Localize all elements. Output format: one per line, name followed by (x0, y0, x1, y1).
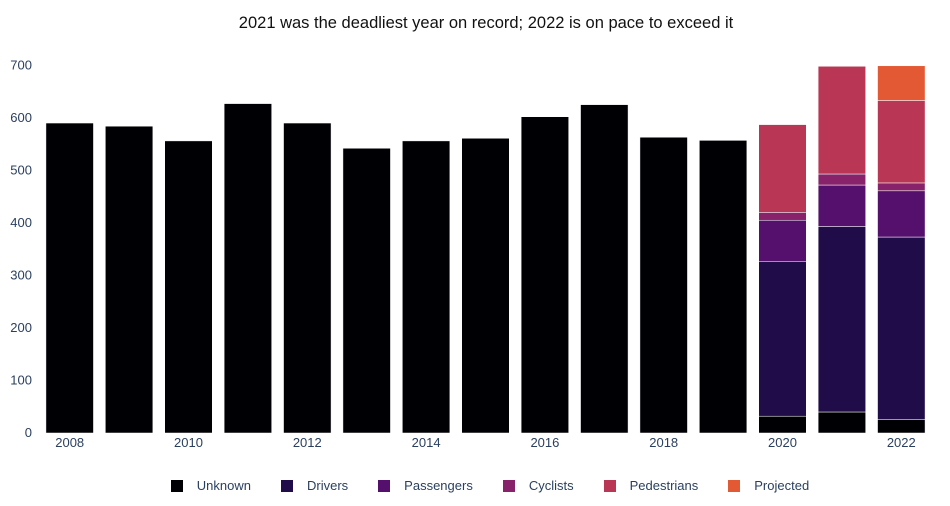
legend-label: Unknown (196, 478, 251, 493)
y-tick-label: 0 (25, 425, 32, 440)
bar-passengers-2021 (817, 184, 866, 227)
x-tick-label: 2010 (174, 435, 203, 450)
bar-unknown-2012 (283, 122, 332, 434)
x-tick-label: 2020 (768, 435, 797, 450)
legend-swatch (728, 479, 741, 492)
legend-label: Passengers (404, 478, 473, 493)
bar-unknown-2021 (817, 411, 866, 434)
bar-unknown-2018 (639, 136, 688, 434)
y-tick-label: 700 (10, 57, 32, 72)
bar-pedestrians-2020 (758, 124, 807, 213)
x-axis: 2008 2010 2012 2014 2016 2018 2020 2022 (55, 435, 916, 450)
bar-passengers-2020 (758, 219, 807, 262)
legend-swatch (170, 479, 183, 492)
y-tick-label: 400 (10, 215, 32, 230)
bar-passengers-2022 (877, 190, 926, 238)
bar-unknown-2016 (520, 116, 569, 434)
bar-cyclists-2022 (877, 182, 926, 192)
bar-unknown-2008 (45, 122, 94, 434)
x-tick-label: 2014 (412, 435, 441, 450)
bar-drivers-2021 (817, 226, 866, 413)
legend-item-passengers[interactable]: Passengers (378, 478, 473, 493)
legend-swatch (603, 479, 616, 492)
bar-unknown-2010 (164, 140, 213, 434)
legend-label: Drivers (307, 478, 349, 493)
bar-unknown-2019 (699, 140, 748, 434)
y-tick-label: 300 (10, 267, 32, 282)
legend-item-unknown[interactable]: Unknown (170, 478, 251, 493)
legend-swatch (502, 479, 515, 492)
bar-drivers-2022 (877, 236, 926, 420)
y-tick-label: 200 (10, 320, 32, 335)
x-tick-label: 2012 (293, 435, 322, 450)
legend: Unknown Drivers Passengers Cyclists Pedestri… (0, 478, 950, 493)
y-tick-label: 500 (10, 162, 32, 177)
bar-unknown-2011 (223, 103, 272, 434)
bar-unknown-2014 (402, 140, 451, 434)
bar-cyclists-2021 (817, 173, 866, 186)
legend-item-drivers[interactable]: Drivers (281, 478, 348, 493)
x-tick-label: 2022 (887, 435, 916, 450)
legend-item-pedestrians[interactable]: Pedestrians (603, 478, 699, 493)
bar-projected-2022 (877, 65, 926, 101)
bar-pedestrians-2022 (877, 100, 926, 184)
bar-unknown-2020 (758, 415, 807, 434)
bar-unknown-2015 (461, 138, 510, 434)
bar-unknown-2017 (580, 104, 629, 434)
y-tick-label: 100 (10, 372, 32, 387)
bar-cyclists-2020 (758, 212, 807, 221)
legend-label: Projected (754, 478, 810, 493)
x-tick-label: 2018 (649, 435, 678, 450)
bar-unknown-2022 (877, 419, 926, 434)
legend-item-cyclists[interactable]: Cyclists (502, 478, 574, 493)
chart-title: 2021 was the deadliest year on record; 2… (238, 14, 734, 32)
legend-item-projected[interactable]: Projected (728, 478, 809, 493)
bar-pedestrians-2021 (817, 66, 866, 175)
legend-swatch (281, 479, 293, 492)
legend-swatch (378, 479, 391, 492)
legend-label: Pedestrians (629, 478, 699, 493)
bar-unknown-2013 (342, 148, 391, 434)
y-axis: 0 100 200 300 400 500 600 700 (10, 57, 32, 440)
x-tick-label: 2016 (530, 435, 559, 450)
bar-drivers-2020 (758, 261, 807, 417)
y-tick-label: 600 (10, 110, 32, 125)
legend-label: Cyclists (528, 478, 574, 493)
bars-layer (45, 65, 926, 434)
bar-unknown-2009 (105, 125, 154, 434)
x-tick-label: 2008 (55, 435, 84, 450)
